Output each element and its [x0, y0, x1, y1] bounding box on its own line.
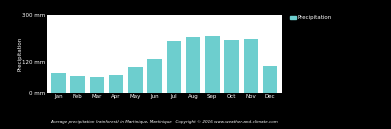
Bar	[128, 67, 143, 93]
Bar	[109, 75, 123, 93]
Y-axis label: Precipitation: Precipitation	[17, 37, 22, 71]
Bar	[70, 76, 85, 93]
Bar	[186, 37, 200, 93]
Bar	[224, 40, 239, 93]
Bar	[90, 77, 104, 93]
Bar	[51, 73, 66, 93]
Bar	[263, 66, 277, 93]
Legend: Precipitation: Precipitation	[289, 14, 333, 22]
Bar	[205, 36, 219, 93]
Bar	[244, 39, 258, 93]
Bar	[167, 41, 181, 93]
Bar	[147, 59, 162, 93]
Text: Average precipitation (rainforest) in Martinique, Martinique   Copyright © 2016 : Average precipitation (rainforest) in Ma…	[50, 120, 278, 124]
